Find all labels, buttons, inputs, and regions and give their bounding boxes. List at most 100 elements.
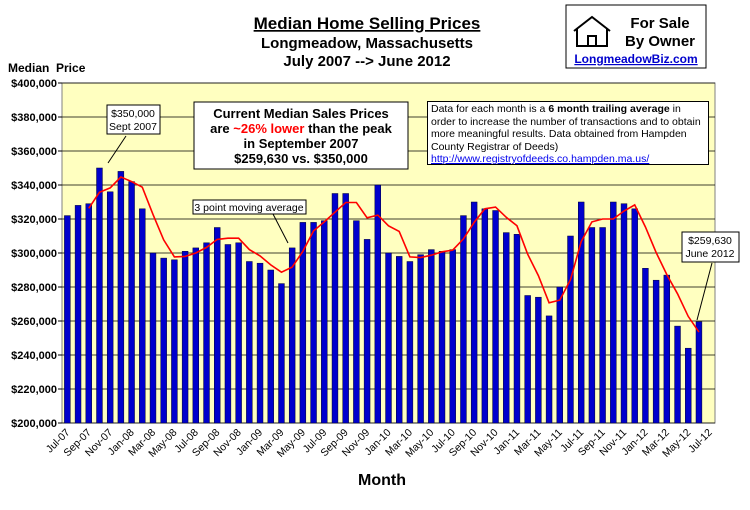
- bar: [642, 268, 649, 424]
- bar: [139, 208, 146, 424]
- bar: [545, 315, 553, 424]
- bar: [288, 247, 296, 424]
- bar: [620, 203, 628, 424]
- bar: [556, 286, 563, 424]
- bar: [535, 296, 542, 424]
- bar: [85, 203, 92, 424]
- bar: [224, 244, 232, 424]
- bar: [610, 201, 617, 424]
- y-tick-label: $300,000: [11, 248, 57, 260]
- note-link[interactable]: http://www.registryofdeeds.co.hampden.ma…: [431, 153, 650, 165]
- data-note: Data for each month is a 6 month trailin…: [427, 101, 709, 165]
- annotation-arrow: [696, 262, 713, 321]
- bar: [321, 220, 328, 424]
- summary-text: in September 2007: [244, 136, 359, 151]
- annotation-box: [192, 199, 307, 215]
- logo-url[interactable]: LongmeadowBiz.com: [574, 52, 697, 66]
- bar: [567, 235, 574, 424]
- bar: [235, 242, 242, 424]
- logo-box: [565, 4, 707, 69]
- logo-house: [573, 15, 611, 47]
- bar: [663, 274, 671, 424]
- y-tick-label: $240,000: [11, 350, 57, 362]
- bar: [353, 220, 360, 424]
- moving-average-line: [88, 176, 700, 333]
- summary-text: are ~26% lower than the peak: [210, 121, 393, 136]
- bar: [256, 262, 264, 424]
- bar: [96, 167, 103, 424]
- bar: [492, 210, 499, 424]
- bar: [674, 325, 681, 424]
- y-tick-label: $380,000: [11, 112, 57, 124]
- y-tick-label: $340,000: [11, 180, 57, 192]
- summary-text: $259,630 vs. $350,000: [234, 151, 368, 166]
- bar: [299, 222, 307, 424]
- note-text: in order to increase the number of trans…: [431, 103, 701, 153]
- bar: [631, 208, 638, 424]
- chart-date-range: July 2007 --> June 2012: [283, 53, 450, 70]
- logo-line: By Owner: [625, 33, 695, 50]
- logo-line: For Sale: [630, 15, 689, 32]
- y-tick-label: $280,000: [11, 282, 57, 294]
- summary-part: than the peak: [308, 121, 393, 136]
- bar: [171, 259, 178, 424]
- bar: [438, 251, 446, 424]
- y-tick-label: $220,000: [11, 384, 57, 396]
- annotation-text: $259,630: [688, 235, 732, 247]
- bar: [278, 283, 285, 424]
- annotation-box: [106, 104, 161, 135]
- annotation-text: June 2012: [685, 248, 734, 260]
- y-tick-label: $260,000: [11, 316, 57, 328]
- bar: [74, 205, 82, 424]
- summary-part: are: [210, 121, 230, 136]
- bar: [685, 347, 692, 424]
- bar: [192, 247, 200, 424]
- x-axis-label: Month: [358, 472, 406, 489]
- y-tick-label: $360,000: [11, 146, 57, 158]
- bar: [310, 222, 317, 424]
- y-tick-label: $400,000: [11, 78, 57, 90]
- bar: [181, 251, 189, 424]
- note-text: Data for each month is a: [431, 103, 546, 115]
- bar: [385, 252, 392, 424]
- annotation-arrow: [107, 135, 127, 164]
- bar: [406, 261, 414, 424]
- bar: [342, 193, 349, 424]
- chart-subtitle: Longmeadow, Massachusetts: [261, 35, 473, 52]
- bar: [160, 257, 167, 424]
- bar: [128, 181, 135, 424]
- bar: [524, 295, 531, 424]
- bar: [417, 254, 424, 424]
- y-axis-label: Median Price: [8, 61, 86, 75]
- bar: [117, 171, 125, 424]
- line-label: 3 point moving average: [194, 202, 303, 214]
- bar: [599, 227, 606, 424]
- bar: [470, 201, 478, 424]
- bar: [577, 201, 585, 424]
- bar: [106, 191, 114, 424]
- annotation-text: Sept 2007: [109, 121, 157, 133]
- bar: [513, 234, 521, 424]
- summary-text: Current Median Sales Prices: [213, 106, 389, 121]
- annotation-arrow: [272, 213, 289, 244]
- annotation-text: $350,000: [111, 108, 155, 120]
- bar: [449, 249, 456, 424]
- chart-title: Median Home Selling Prices: [254, 14, 481, 33]
- bar: [246, 261, 253, 424]
- bar: [428, 249, 435, 424]
- bar: [214, 227, 221, 424]
- bar: [267, 269, 274, 424]
- bar: [149, 252, 157, 424]
- y-tick-label: $320,000: [11, 214, 57, 226]
- bar: [503, 232, 510, 424]
- bar: [460, 215, 467, 424]
- x-tick-label: Jul-12: [686, 427, 715, 456]
- bar: [695, 321, 703, 424]
- bar: [652, 279, 660, 424]
- bar: [374, 184, 381, 424]
- y-tick-label: $200,000: [11, 418, 57, 430]
- bar: [481, 208, 489, 424]
- summary-box: [193, 101, 409, 170]
